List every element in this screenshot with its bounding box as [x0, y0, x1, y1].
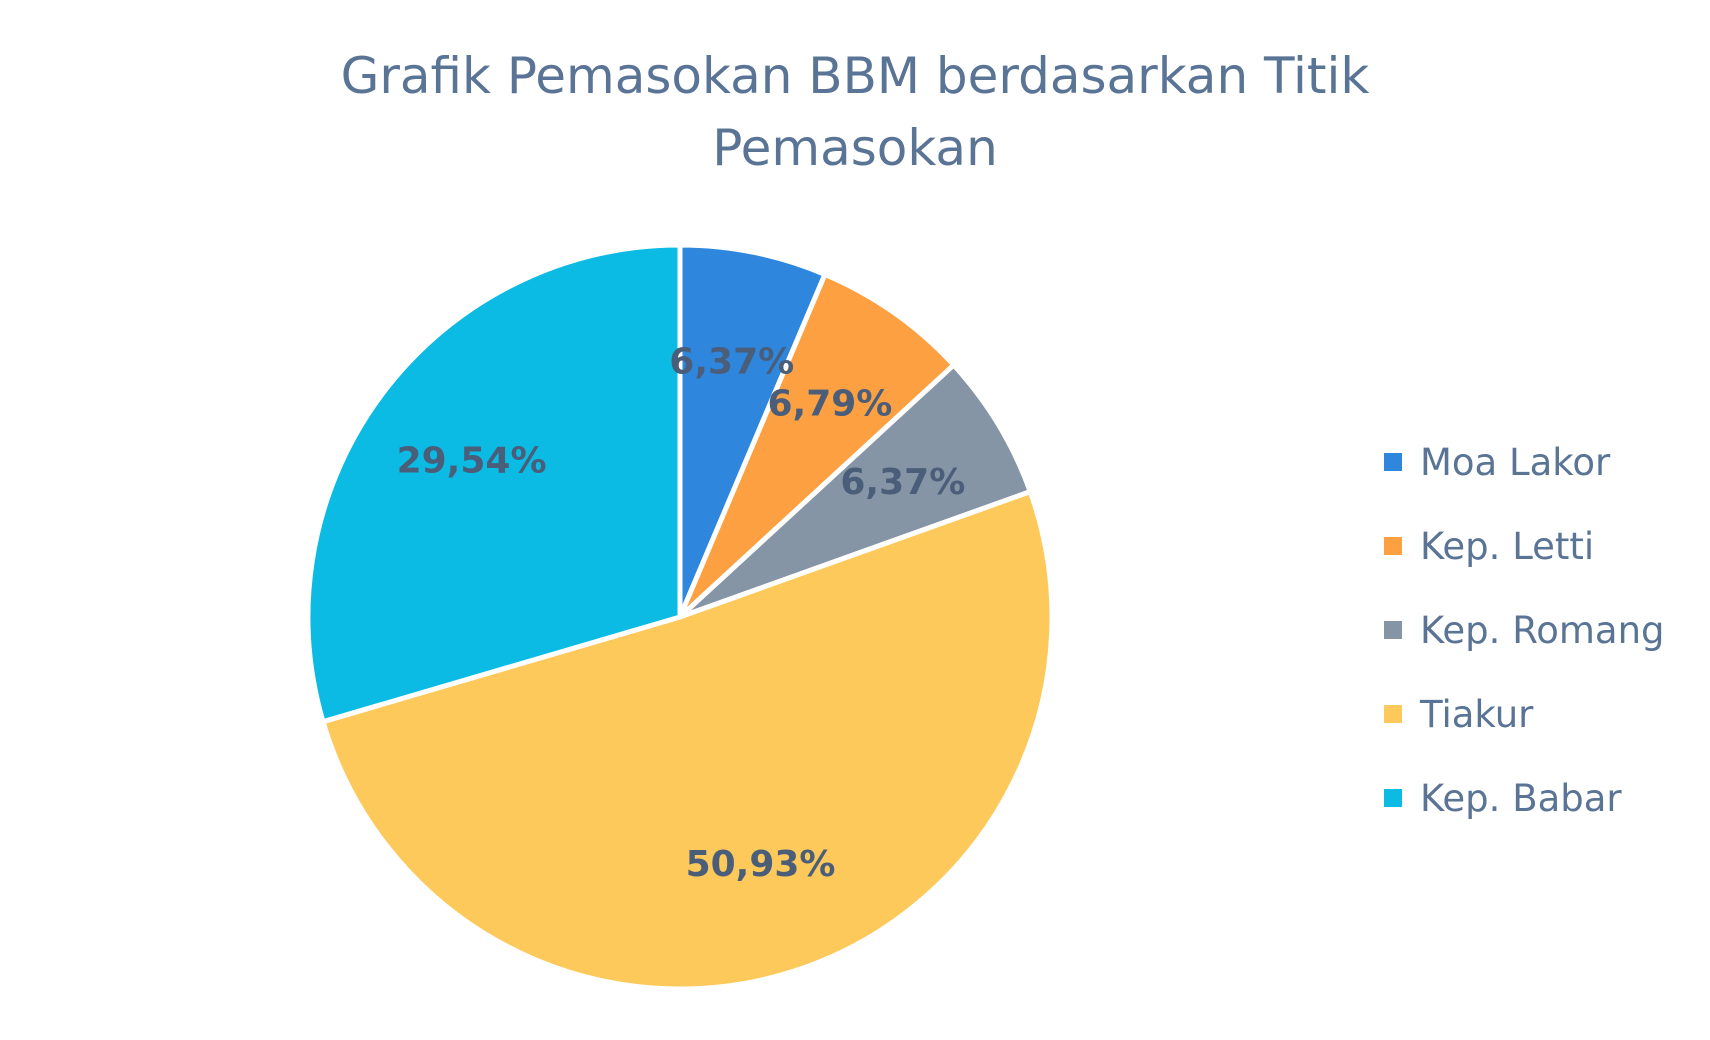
legend: Moa Lakor Kep. Letti Kep. Romang Tiakur … — [1384, 420, 1704, 840]
legend-item-kep-romang: Kep. Romang — [1384, 588, 1704, 672]
legend-swatch — [1384, 453, 1402, 471]
legend-swatch — [1384, 705, 1402, 723]
legend-swatch — [1384, 789, 1402, 807]
pie-slice-kep-letti — [677, 271, 957, 620]
pie-slice-moa-lakor — [677, 242, 828, 620]
chart-title-line-1: Grafik Pemasokan BBM berdasarkan Titik — [340, 47, 1370, 105]
legend-label: Tiakur — [1420, 692, 1534, 736]
data-label: 6,37% — [840, 462, 965, 503]
pie-slice-kep-babar — [305, 242, 683, 725]
legend-swatch — [1384, 621, 1402, 639]
legend-label: Kep. Letti — [1420, 524, 1595, 568]
data-label: 6,79% — [767, 384, 892, 425]
chart-title-line-2: Pemasokan — [712, 119, 998, 177]
legend-item-kep-babar: Kep. Babar — [1384, 756, 1704, 840]
legend-swatch — [1384, 537, 1402, 555]
legend-label: Moa Lakor — [1420, 440, 1611, 484]
legend-item-moa-lakor: Moa Lakor — [1384, 420, 1704, 504]
legend-item-tiakur: Tiakur — [1384, 672, 1704, 756]
pie-slice-tiakur — [320, 489, 1055, 992]
legend-item-kep-letti: Kep. Letti — [1384, 504, 1704, 588]
data-label: 29,54% — [397, 440, 547, 481]
legend-label: Kep. Babar — [1420, 776, 1622, 820]
data-label: 50,93% — [686, 844, 836, 885]
chart-title: Grafik Pemasokan BBM berdasarkan Titik P… — [0, 40, 1710, 184]
pie-slice-kep-romang — [677, 362, 1033, 620]
data-label: 6,37% — [669, 341, 794, 382]
legend-label: Kep. Romang — [1420, 608, 1665, 652]
